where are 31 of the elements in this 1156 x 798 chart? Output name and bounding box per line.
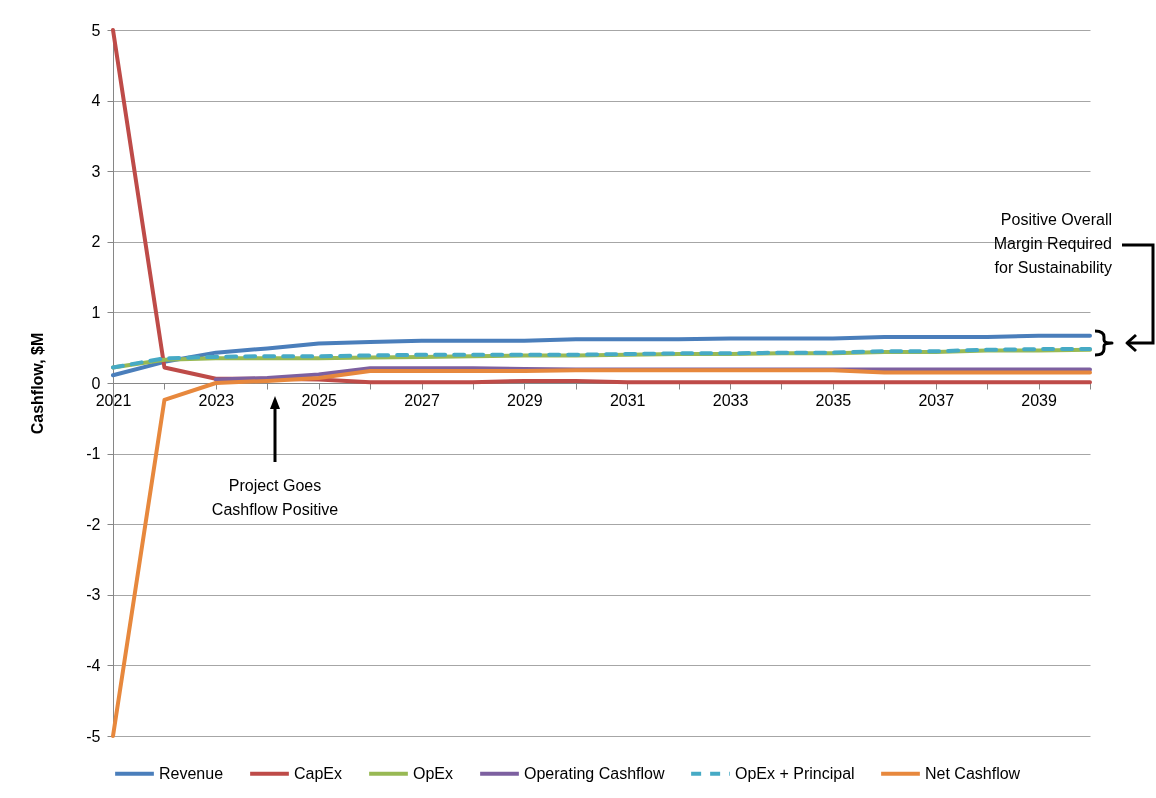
y-tick-label: 0 [91, 374, 101, 392]
legend-label: OpEx + Principal [735, 764, 855, 782]
annotation: Project Goes Cashflow Positive [211, 477, 339, 518]
y-tick-label: 2 [91, 233, 101, 251]
x-tick-label: 2021 [95, 391, 132, 409]
legend-label: Net Cashflow [925, 764, 1021, 782]
y-tick-label: 5 [91, 21, 101, 39]
x-tick-label: 2029 [507, 391, 543, 409]
y-tick-label: 4 [91, 92, 101, 110]
x-tick-label: 2027 [404, 391, 440, 409]
x-tick-label: 2023 [198, 391, 235, 409]
x-tick-label: 2035 [815, 391, 852, 409]
legend-label: CapEx [294, 764, 343, 782]
x-tick-label: 2025 [301, 391, 338, 409]
legend-label: Revenue [159, 764, 224, 782]
line-series [111, 333, 1092, 378]
y-tick-label: 3 [91, 162, 101, 180]
x-tick-label: 2031 [609, 391, 646, 409]
x-tick-label: 2033 [712, 391, 749, 409]
y-tick-label: -5 [86, 727, 101, 745]
y-tick-label: -3 [86, 586, 101, 604]
y-tick-label: -4 [86, 656, 101, 674]
annotation: Positive Overall Margin Required for Sustainability [993, 211, 1112, 276]
y-tick-label: -2 [86, 515, 101, 533]
legend-label: Operating Cashflow [524, 764, 665, 782]
y-tick-label: 1 [91, 303, 101, 321]
legend-label: OpEx [413, 764, 454, 782]
y-axis-title: Cashflow, $M [29, 332, 47, 435]
y-tick-label: -1 [86, 445, 101, 463]
x-tick-label: 2037 [918, 391, 955, 409]
x-tick-label: 2039 [1021, 391, 1057, 409]
